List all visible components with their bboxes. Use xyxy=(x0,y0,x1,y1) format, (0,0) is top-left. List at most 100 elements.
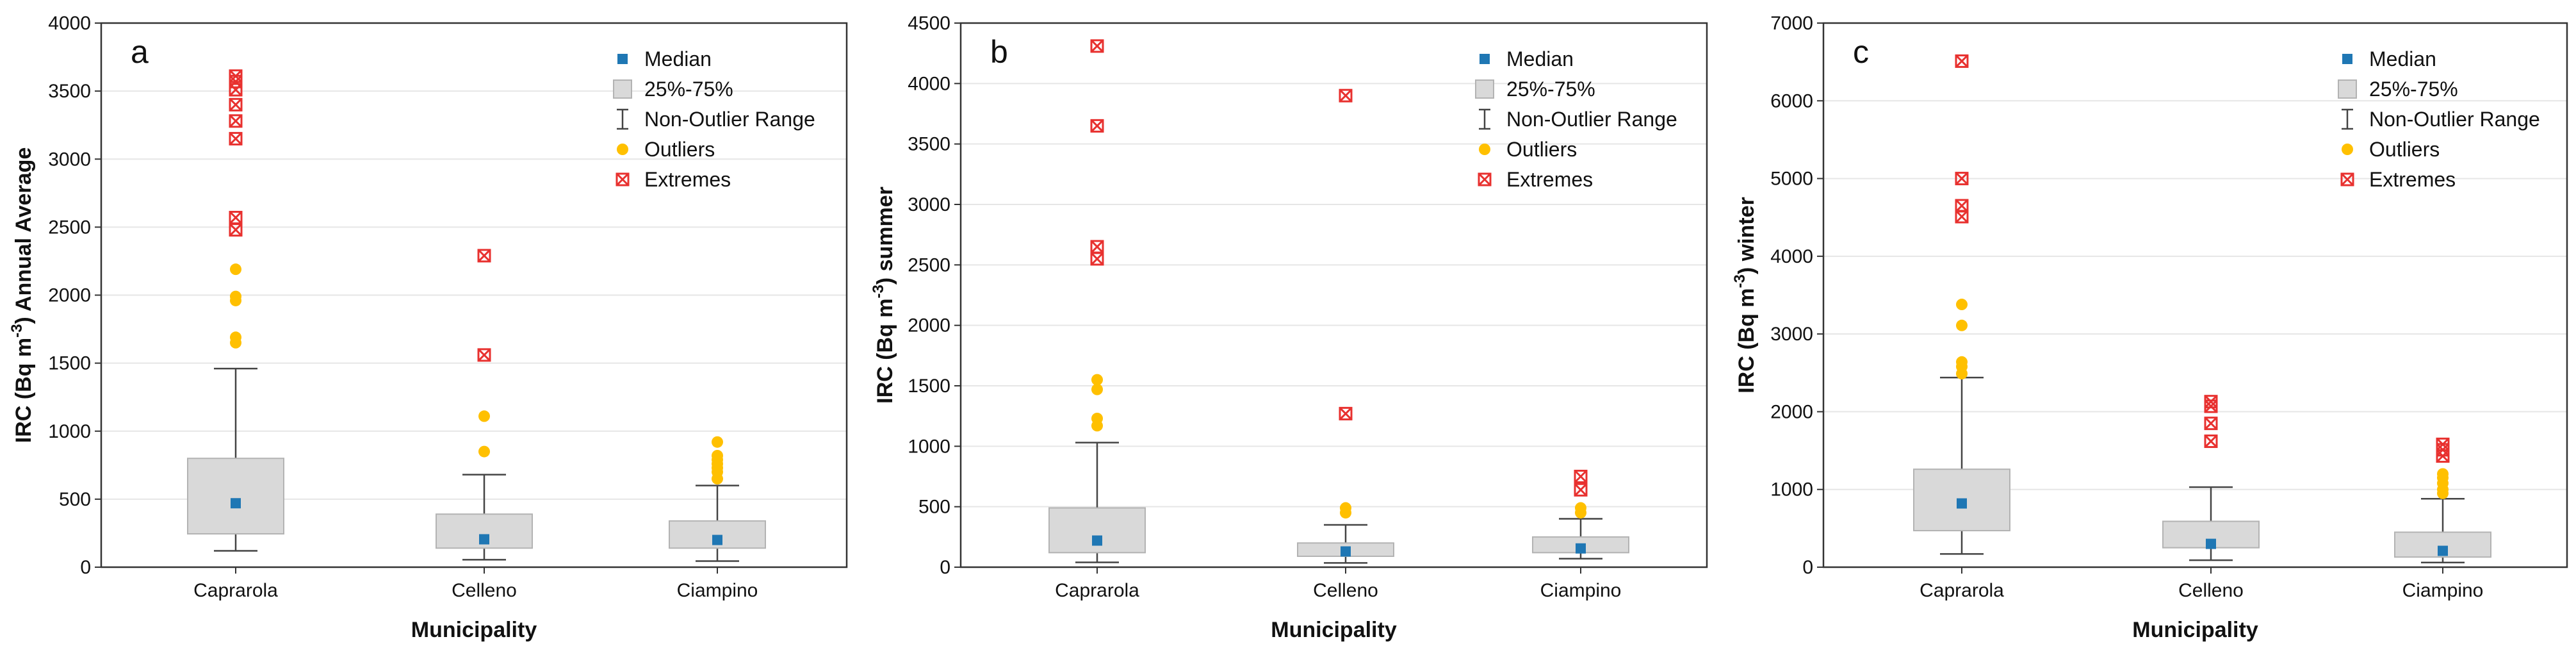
median-marker xyxy=(2342,54,2352,64)
legend-label-median: Median xyxy=(644,47,712,70)
outlier-point xyxy=(712,436,723,448)
extreme-box xyxy=(2204,435,2218,449)
y-axis-title-superscript: -3 xyxy=(8,324,26,338)
y-axis-title: IRC (Bq m-3) Annual Average xyxy=(8,147,36,443)
legend-label-range: Non-Outlier Range xyxy=(2369,108,2540,131)
extreme-cross xyxy=(1955,172,1968,185)
extreme-cross xyxy=(1574,484,1587,496)
legend-label-box: 25%-75% xyxy=(644,78,733,101)
y-tick-label: 2500 xyxy=(908,254,950,276)
extreme-box xyxy=(2436,437,2450,451)
extreme-box xyxy=(615,172,630,186)
plot-frame xyxy=(1822,22,2568,568)
outlier-point xyxy=(1479,144,1490,155)
extreme-box xyxy=(477,348,491,362)
y-tick-label: 3500 xyxy=(908,134,950,155)
outlier-point xyxy=(1956,356,1968,368)
chart-panel-a: 0 500 1000 1500 2000 2500 3000 3500 4000 Caprarol… xyxy=(8,13,848,642)
extreme-box xyxy=(1478,172,1492,186)
extreme-box xyxy=(229,69,243,83)
outlier-point xyxy=(1956,319,1968,331)
extreme-cross xyxy=(229,133,242,145)
extreme-point xyxy=(477,348,491,362)
extreme-box xyxy=(1090,119,1104,133)
legend: Median 25%-75% Non-Outlier Range Outliers Ex… xyxy=(613,47,815,191)
outlier-point xyxy=(712,449,723,461)
extreme-cross xyxy=(2436,438,2449,451)
median-marker xyxy=(712,534,722,545)
iqr-box xyxy=(187,458,284,534)
extreme-point xyxy=(1090,39,1104,53)
legend-label-range: Non-Outlier Range xyxy=(1506,108,1677,131)
x-tick-label: Ciampino xyxy=(677,580,758,601)
x-axis-title: Municipality xyxy=(2132,618,2258,642)
extreme-cross xyxy=(229,224,242,236)
extreme-cross xyxy=(229,70,242,82)
extreme-box xyxy=(1574,470,1588,483)
y-tick-label: 1000 xyxy=(1770,479,1813,501)
legend-label-outliers: Outliers xyxy=(644,138,715,161)
extreme-box xyxy=(1574,483,1588,497)
extreme-point xyxy=(2436,437,2450,451)
y-tick-label: 3000 xyxy=(908,194,950,215)
median-marker xyxy=(479,534,489,545)
extreme-box xyxy=(2340,172,2354,186)
legend-label-box: 25%-75% xyxy=(2369,78,2458,101)
y-tick-label: 3500 xyxy=(48,81,91,102)
box-ciampino xyxy=(669,436,766,562)
extreme-box xyxy=(1339,88,1353,103)
extreme-box xyxy=(1339,406,1353,420)
extreme-point xyxy=(2340,172,2354,186)
extreme-point xyxy=(477,249,491,263)
box-caprarola xyxy=(187,69,284,552)
y-axis-title-part: IRC (Bq m xyxy=(873,299,897,404)
median-marker xyxy=(1480,54,1490,64)
extreme-cross xyxy=(2205,400,2217,412)
median-marker xyxy=(1092,535,1102,546)
extreme-point xyxy=(229,97,243,112)
panel-letter: c xyxy=(1853,34,1869,70)
extreme-box xyxy=(229,114,243,128)
outlier-point xyxy=(1091,383,1103,395)
plot-frame xyxy=(100,22,848,568)
x-tick-label: Celleno xyxy=(452,580,517,601)
extreme-cross xyxy=(1478,173,1491,186)
extreme-box xyxy=(229,211,243,225)
extreme-cross xyxy=(1091,240,1104,253)
median-marker xyxy=(1957,498,1967,509)
box-caprarola xyxy=(1048,39,1146,563)
extreme-cross xyxy=(229,211,242,224)
extreme-box xyxy=(229,131,243,145)
extreme-cross xyxy=(1339,408,1352,420)
extreme-point xyxy=(2204,417,2218,431)
extreme-point xyxy=(229,131,243,145)
outlier-point xyxy=(478,410,490,422)
legend: Median 25%-75% Non-Outlier Range Outliers Ex… xyxy=(1475,47,1677,191)
legend-label-median: Median xyxy=(2369,47,2436,70)
y-tick-label: 500 xyxy=(59,489,91,510)
y-tick-label: 0 xyxy=(1802,557,1813,578)
extreme-box xyxy=(2204,417,2218,431)
extreme-cross xyxy=(478,349,491,361)
extreme-point xyxy=(229,114,243,128)
median-marker xyxy=(1576,543,1586,554)
extreme-point xyxy=(1339,406,1353,420)
median-marker xyxy=(2438,545,2448,556)
extreme-point xyxy=(229,223,243,237)
extreme-box xyxy=(1955,172,1969,186)
x-tick-label: Ciampino xyxy=(2402,580,2484,601)
extreme-cross xyxy=(2205,435,2217,447)
y-tick-label: 2000 xyxy=(908,315,950,336)
y-tick-label: 4000 xyxy=(908,73,950,94)
extreme-cross xyxy=(2341,173,2354,186)
y-tick-label: 5000 xyxy=(1770,169,1813,190)
extreme-box xyxy=(229,83,243,97)
y-tick-label: 3000 xyxy=(48,149,91,170)
legend: Median 25%-75% Non-Outlier Range Outliers Ex… xyxy=(2338,47,2540,191)
extreme-cross xyxy=(2205,417,2217,429)
box-celleno xyxy=(1297,88,1394,564)
extreme-box xyxy=(1090,39,1104,53)
median-marker xyxy=(1341,546,1351,557)
legend-label-outliers: Outliers xyxy=(1506,138,1577,161)
y-axis-title-part: ) Annual Average xyxy=(12,147,36,324)
